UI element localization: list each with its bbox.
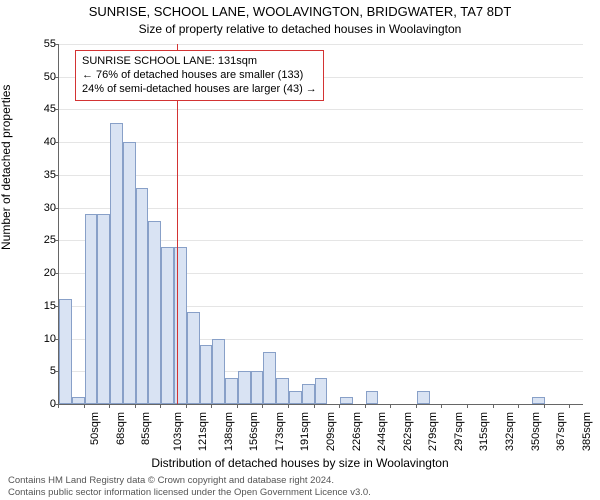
annotation-box: SUNRISE SCHOOL LANE: 131sqm← 76% of deta… [75,50,324,101]
x-tick-label: 85sqm [140,412,152,445]
y-tick-label: 20 [36,267,56,279]
y-tick-label: 5 [36,365,56,377]
y-tick-label: 50 [36,71,56,83]
bar [417,391,430,404]
bar [302,384,315,404]
y-tick-label: 10 [36,333,56,345]
x-tick-label: 385sqm [581,412,593,451]
x-axis-label: Distribution of detached houses by size … [0,456,600,470]
x-tick-label: 173sqm [274,412,286,451]
x-tick-label: 138sqm [223,412,235,451]
x-tick-label: 226sqm [351,412,363,451]
y-tick-label: 25 [36,234,56,246]
bar [212,339,225,404]
x-tick-label: 156sqm [249,412,261,451]
annotation-line: ← 76% of detached houses are smaller (13… [82,69,317,83]
bar [97,214,110,404]
y-tick-label: 30 [36,202,56,214]
y-axis-label: Number of detached properties [0,85,13,250]
bar [200,345,213,404]
y-tick-label: 45 [36,103,56,115]
x-tick-label: 332sqm [504,412,516,451]
bar [59,299,72,404]
bar [289,391,302,404]
y-tick-label: 15 [36,300,56,312]
annotation-line: SUNRISE SCHOOL LANE: 131sqm [82,55,317,69]
y-tick-label: 55 [36,38,56,50]
bar [136,188,149,404]
bar [366,391,379,404]
x-tick-label: 297sqm [453,412,465,451]
x-tick-label: 315sqm [479,412,491,451]
footer-line-2: Contains public sector information licen… [8,487,371,498]
x-tick-label: 209sqm [325,412,337,451]
bar [85,214,98,404]
bar [263,352,276,404]
bar [251,371,264,404]
x-tick-label: 121sqm [197,412,209,451]
bar [110,123,123,404]
bar [225,378,238,404]
bar [238,371,251,404]
x-tick-label: 50sqm [89,412,101,445]
x-tick-label: 367sqm [555,412,567,451]
x-tick-label: 350sqm [530,412,542,451]
plot-area: SUNRISE SCHOOL LANE: 131sqm← 76% of deta… [58,44,583,405]
bar [148,221,161,404]
bar [161,247,174,404]
x-tick-label: 262sqm [402,412,414,451]
x-tick-label: 279sqm [427,412,439,451]
y-tick-label: 35 [36,169,56,181]
bar [187,312,200,404]
y-tick-label: 0 [36,398,56,410]
annotation-line: 24% of semi-detached houses are larger (… [82,83,317,97]
chart-container: SUNRISE, SCHOOL LANE, WOOLAVINGTON, BRID… [0,0,600,500]
x-tick-label: 68sqm [115,412,127,445]
x-tick-label: 103sqm [172,412,184,451]
x-tick-label: 244sqm [376,412,388,451]
footer-line-1: Contains HM Land Registry data © Crown c… [8,475,334,486]
chart-title: SUNRISE, SCHOOL LANE, WOOLAVINGTON, BRID… [0,4,600,19]
bar [315,378,328,404]
bar [340,397,353,404]
chart-subtitle: Size of property relative to detached ho… [0,22,600,36]
x-tick-label: 191sqm [300,412,312,451]
bar [123,142,136,404]
y-tick-label: 40 [36,136,56,148]
bar [276,378,289,404]
